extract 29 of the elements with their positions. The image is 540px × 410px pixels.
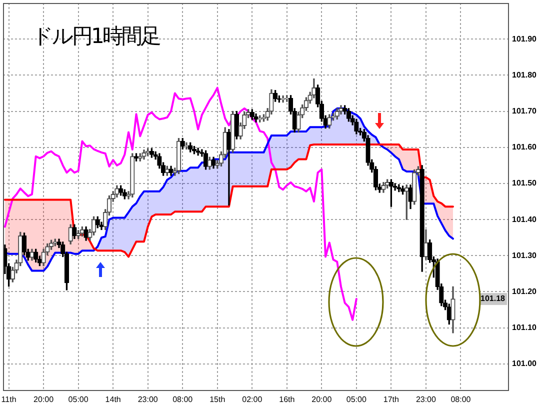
x-tick-label: 05:00 [346, 395, 367, 404]
x-tick-label: 11th [1, 395, 16, 404]
y-tick-label: 101.10 [512, 323, 538, 332]
annotation: 101.18 [478, 292, 507, 305]
text: ドル円1時間足 [32, 23, 160, 49]
x-tick-label: 23:00 [416, 395, 437, 404]
x-tick-label: 16th [279, 395, 295, 404]
x-tick-label: 23:00 [138, 395, 158, 404]
y-tick-label: 101.20 [512, 286, 538, 296]
x-tick-label: 08:00 [172, 395, 194, 404]
y-tick-label: 101.40 [512, 214, 538, 224]
x-tick-label: 08:00 [450, 395, 472, 404]
x-tick-label: 20:00 [34, 395, 54, 404]
candlestick [184, 142, 189, 150]
candlestick [280, 95, 286, 103]
x-tick-label: 15th [210, 395, 226, 404]
y-tick-label: 101.60 [512, 142, 538, 152]
y-tick-label: 101.50 [512, 178, 538, 188]
x-tick-label: 02:00 [242, 395, 263, 404]
y-tick-label: 101.00 [512, 359, 538, 368]
y-tick-label: 101.80 [512, 70, 538, 80]
y-tick-label: 101.70 [512, 106, 538, 116]
x-tick-label: 14th [105, 395, 121, 404]
y-tick-label: 101.30 [512, 250, 538, 260]
x-tick-label: 05:00 [68, 395, 89, 404]
y-tick-label: 101.90 [512, 34, 538, 44]
x-tick-label: 20:00 [312, 395, 332, 404]
candlestick [226, 128, 232, 206]
x-tick-label: 17th [383, 395, 399, 404]
